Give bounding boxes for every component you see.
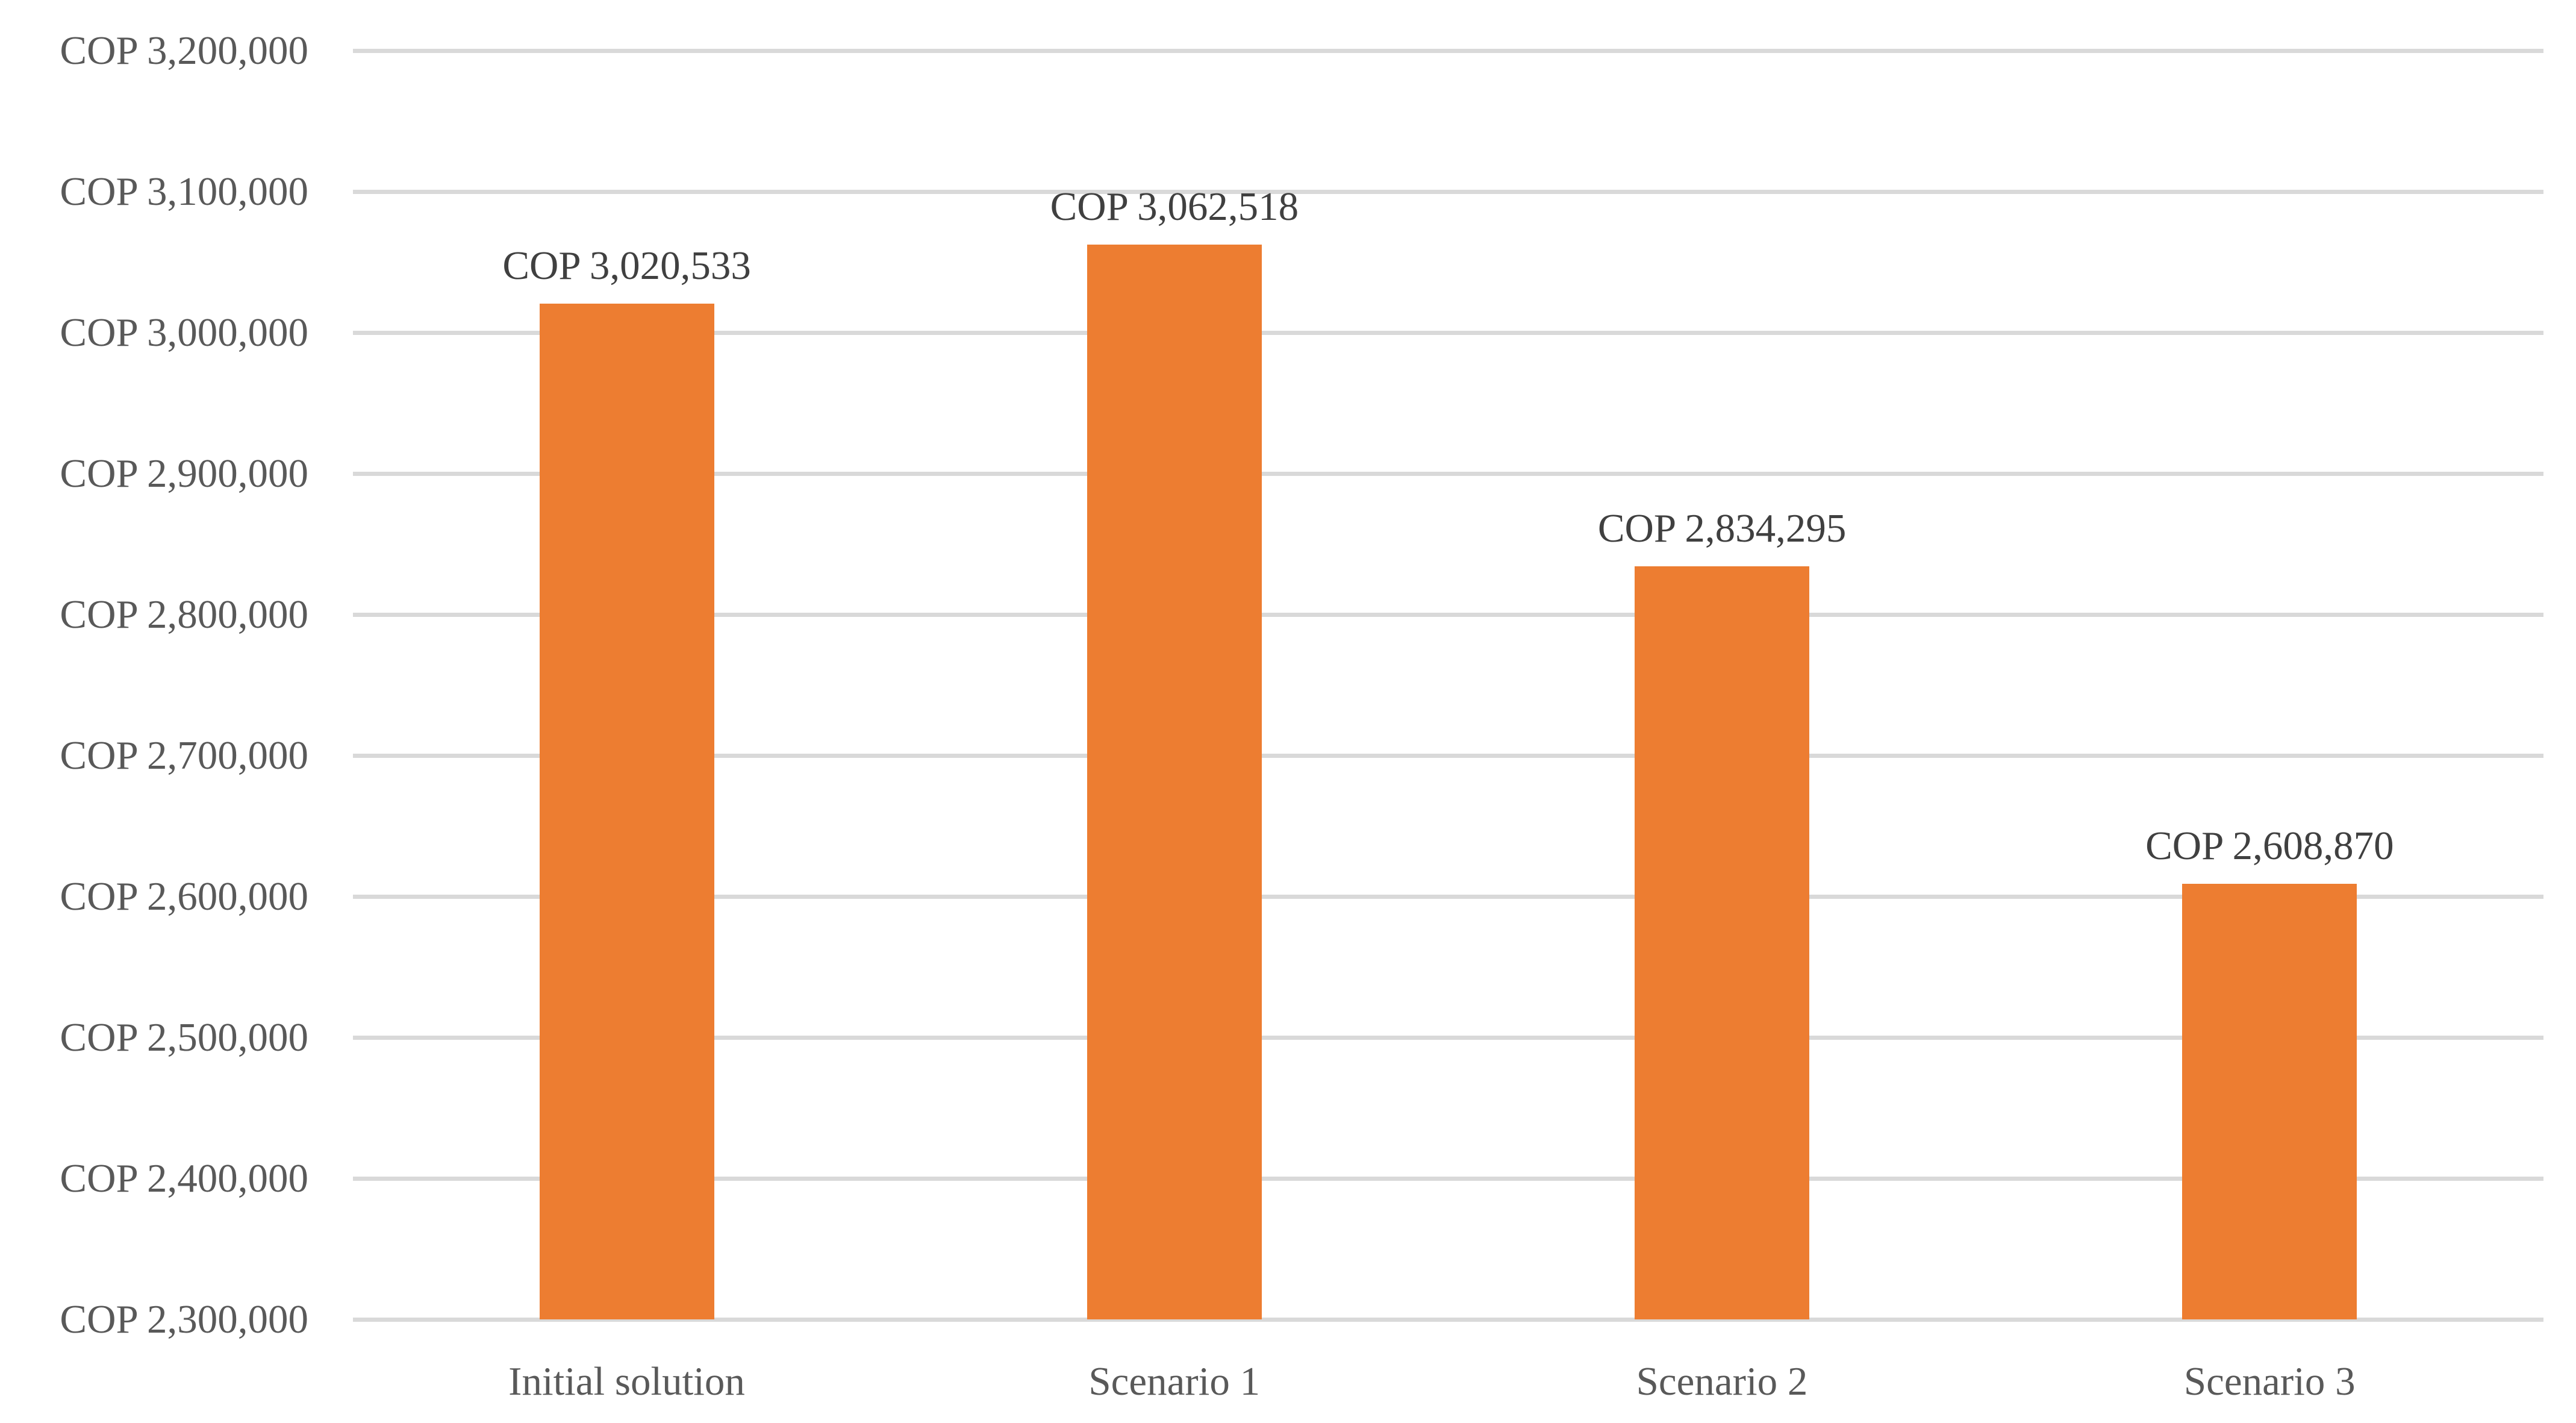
y-axis-tick-label: COP 2,300,000: [60, 1297, 308, 1342]
y-axis-tick-label: COP 2,600,000: [60, 874, 308, 919]
gridline: [353, 1318, 2543, 1322]
gridline: [353, 331, 2543, 335]
bar-scenario-2: [1635, 566, 1810, 1319]
gridline: [353, 895, 2543, 899]
y-axis-tick-label: COP 3,000,000: [60, 310, 308, 355]
bar-value-label: COP 3,062,518: [1050, 184, 1299, 229]
x-axis-category-label: Initial solution: [508, 1359, 745, 1404]
bar-initial-solution: [539, 303, 714, 1319]
x-axis-category-label: Scenario 3: [2183, 1359, 2356, 1404]
y-axis-tick-label: COP 3,200,000: [60, 28, 308, 73]
gridline: [353, 49, 2543, 53]
y-axis-tick-label: COP 3,100,000: [60, 169, 308, 214]
x-axis-category-label: Scenario 1: [1088, 1359, 1261, 1404]
bar-scenario-3: [2182, 884, 2357, 1319]
gridline: [353, 472, 2543, 476]
y-axis-tick-label: COP 2,400,000: [60, 1156, 308, 1201]
bar-scenario-1: [1087, 244, 1262, 1319]
bar-value-label: COP 2,834,295: [1597, 505, 1847, 551]
bar-value-label: COP 2,608,870: [2145, 824, 2394, 869]
gridline: [353, 754, 2543, 758]
y-axis-tick-label: COP 2,800,000: [60, 592, 308, 637]
gridline: [353, 190, 2543, 194]
gridline: [353, 1036, 2543, 1040]
y-axis-tick-label: COP 2,700,000: [60, 733, 308, 778]
gridline: [353, 1177, 2543, 1181]
y-axis-tick-label: COP 2,900,000: [60, 451, 308, 496]
bar-value-label: COP 3,020,533: [502, 243, 751, 288]
gridline: [353, 613, 2543, 617]
x-axis-category-label: Scenario 2: [1636, 1359, 1808, 1404]
y-axis-tick-label: COP 2,500,000: [60, 1015, 308, 1060]
